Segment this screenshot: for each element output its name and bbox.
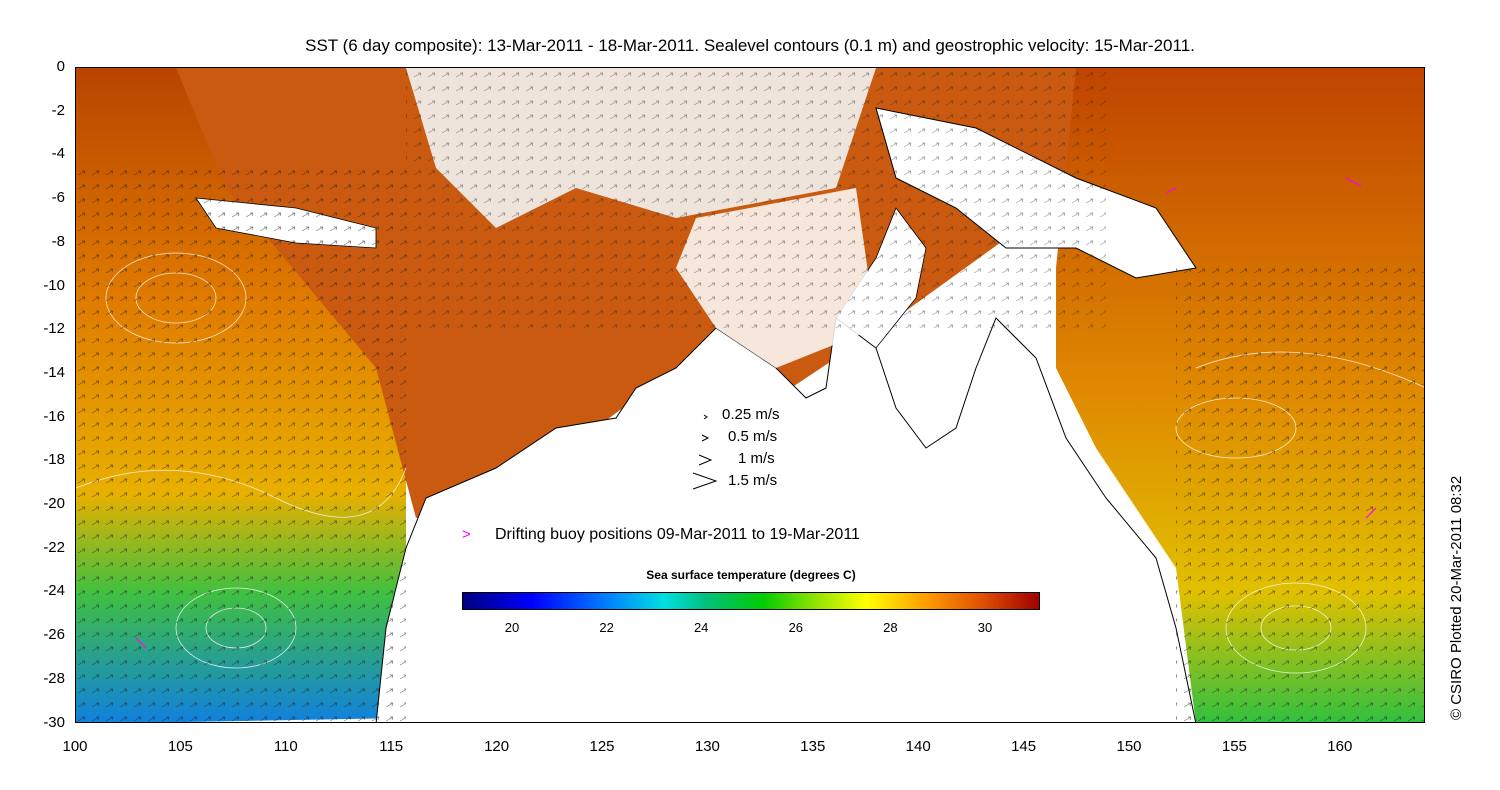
- y-tick-label: -22: [43, 538, 65, 556]
- sst-map: [75, 67, 1425, 723]
- x-tick-label: 140: [905, 738, 931, 755]
- colorbar-tick-label: 30: [977, 620, 993, 635]
- velocity-arrows-east: [1176, 268, 1424, 722]
- colorbar-tick-label: 26: [788, 620, 804, 635]
- buoy-tracks: [135, 177, 1377, 649]
- credit-text: © CSIRO Plotted 20-Mar-2011 08:32: [1448, 475, 1465, 720]
- y-tick-label: -14: [43, 363, 65, 381]
- chart-title: SST (6 day composite): 13-Mar-2011 - 18-…: [305, 36, 1195, 55]
- x-tick-label: 150: [1116, 738, 1142, 755]
- colorbar-tick-label: 28: [883, 620, 898, 635]
- y-tick-label: -28: [43, 669, 65, 687]
- x-tick-label: 115: [379, 738, 404, 755]
- y-tick-label: -20: [43, 495, 65, 512]
- velocity-legend-025: 0.25 m/s: [722, 406, 780, 423]
- x-tick-label: 125: [589, 738, 615, 755]
- velocity-legend-1: 1 m/s: [738, 450, 775, 467]
- x-tick-label: 100: [62, 738, 88, 755]
- x-tick-label: 135: [800, 738, 826, 755]
- y-tick-label: -16: [43, 407, 65, 425]
- y-tick-label: -24: [43, 582, 65, 600]
- colorbar-tick-label: 22: [599, 620, 614, 635]
- x-tick-label: 130: [694, 738, 720, 755]
- y-tick-label: -26: [43, 626, 65, 644]
- buoy-legend-label: Drifting buoy positions 09-Mar-2011 to 1…: [495, 526, 860, 543]
- buoy-legend-icon: >: [462, 526, 471, 543]
- y-tick-label: 0: [56, 58, 65, 75]
- y-tick-label: -10: [43, 276, 65, 294]
- map-canvas: [76, 68, 1424, 722]
- y-tick-label: -8: [51, 232, 65, 250]
- y-tick-label: -4: [51, 145, 65, 163]
- velocity-arrows-west: [76, 168, 406, 722]
- velocity-arrows-north: [406, 68, 1106, 328]
- colorbar-tick-label: 20: [504, 620, 520, 635]
- x-tick-label: 145: [1011, 738, 1037, 755]
- x-tick-label: 110: [273, 738, 298, 755]
- velocity-legend-arrows: [692, 414, 718, 490]
- y-tick-label: -30: [43, 713, 65, 731]
- y-tick-label: -2: [51, 101, 65, 119]
- y-tick-label: -18: [43, 451, 65, 469]
- colorbar: [462, 592, 1040, 610]
- velocity-legend-15: 1.5 m/s: [728, 472, 778, 489]
- x-tick-label: 105: [167, 738, 193, 755]
- x-tick-label: 155: [1221, 738, 1247, 755]
- colorbar-tick-label: 24: [693, 620, 709, 635]
- colorbar-title: Sea surface temperature (degrees C): [646, 568, 856, 582]
- y-tick-label: -6: [51, 189, 65, 207]
- x-tick-label: 160: [1327, 738, 1353, 755]
- velocity-legend-05: 0.5 m/s: [728, 428, 778, 445]
- x-tick-label: 120: [484, 738, 510, 755]
- y-tick-label: -12: [43, 320, 65, 338]
